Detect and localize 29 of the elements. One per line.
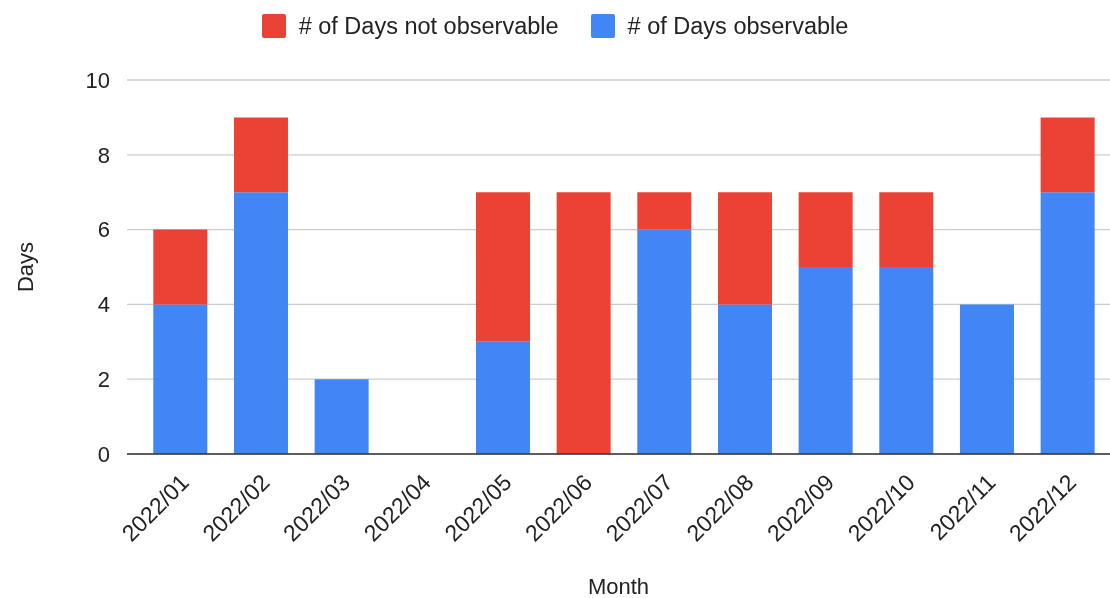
x-axis-title: Month: [587, 574, 650, 598]
bar: [798, 267, 853, 454]
y-tick-label: 8: [97, 142, 110, 168]
bar: [475, 341, 530, 454]
bar: [717, 304, 772, 454]
bar: [1040, 117, 1095, 193]
bar: [879, 267, 934, 454]
bar: [959, 304, 1014, 454]
legend-label: # of Days not observable: [298, 12, 559, 40]
y-tick-label: 2: [97, 367, 110, 393]
bar: [233, 117, 288, 193]
bar: [153, 304, 208, 454]
bar: [475, 192, 530, 342]
bar: [717, 192, 772, 305]
legend-label: # of Days observable: [627, 12, 849, 40]
bar: [233, 192, 288, 454]
bar: [637, 192, 692, 230]
bar: [1040, 192, 1095, 454]
y-tick-label: 6: [97, 217, 110, 243]
y-tick-label: 0: [97, 441, 110, 467]
y-axis-title: Days: [12, 241, 38, 293]
y-tick-label: 10: [85, 67, 110, 93]
bar: [556, 192, 611, 454]
bar: [314, 379, 369, 454]
bar: [637, 229, 692, 454]
y-tick-label: 4: [97, 292, 110, 318]
bar: [879, 192, 934, 267]
bar: [798, 192, 853, 267]
bar: [153, 229, 208, 305]
